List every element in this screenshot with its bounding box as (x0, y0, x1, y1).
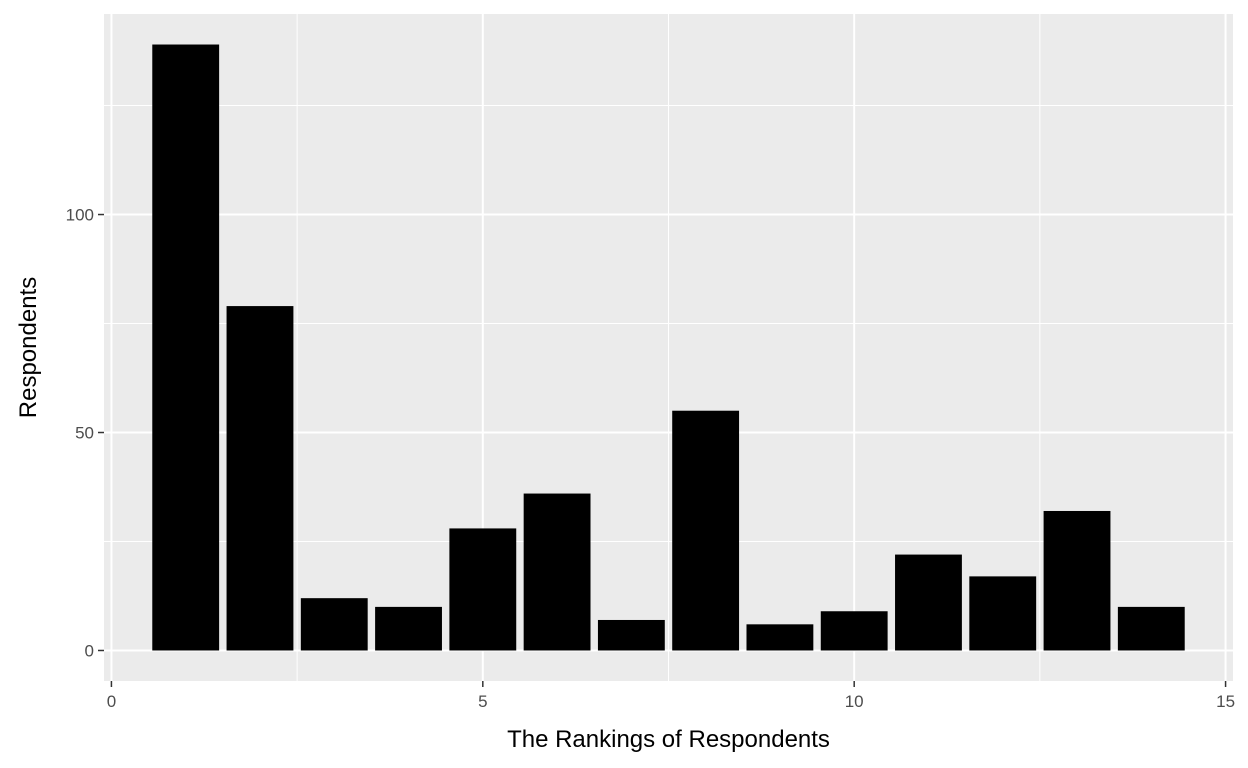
y-tick-label: 0 (85, 641, 94, 660)
bars (152, 44, 1185, 651)
x-tick-label: 10 (845, 692, 864, 711)
bar-14 (1117, 606, 1185, 651)
bar-2 (226, 306, 294, 651)
y-axis-ticks: 0 50 100 (66, 206, 104, 660)
bar-10 (820, 611, 888, 651)
y-axis-title: Respondents (15, 277, 42, 418)
bar-9 (746, 624, 814, 651)
y-tick-label: 50 (75, 424, 94, 443)
bar-5 (449, 528, 517, 651)
y-tick-label: 100 (66, 206, 94, 225)
x-tick-label: 0 (107, 692, 116, 711)
x-axis-ticks: 0 5 10 15 (107, 681, 1235, 711)
x-axis-title: The Rankings of Respondents (507, 726, 830, 753)
bar-1 (152, 44, 220, 651)
bar-12 (969, 576, 1037, 651)
bar-6 (523, 493, 591, 651)
bar-11 (895, 554, 962, 651)
bar-3 (300, 598, 368, 651)
bar-8 (672, 410, 740, 651)
bar-13 (1043, 510, 1111, 651)
bar-4 (375, 606, 442, 651)
x-tick-label: 5 (478, 692, 487, 711)
x-tick-label: 15 (1216, 692, 1235, 711)
bar-7 (597, 619, 665, 651)
